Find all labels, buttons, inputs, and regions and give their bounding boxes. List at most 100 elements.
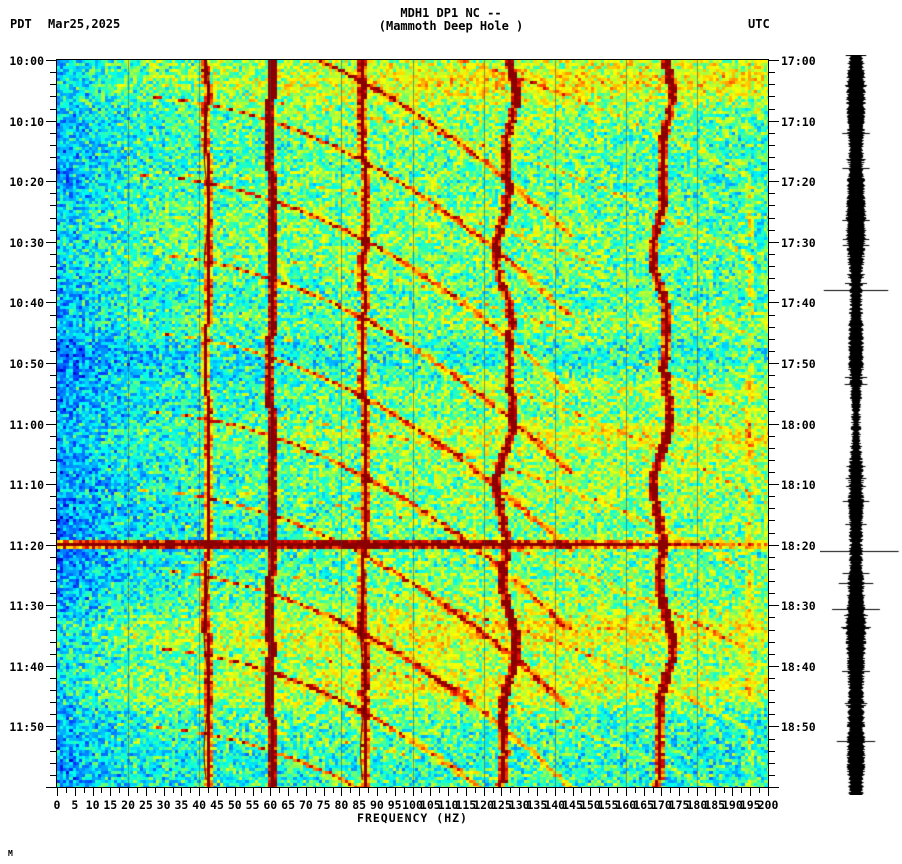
freq-tick-minor [66,787,67,793]
time-tick-major-left [46,545,57,546]
time-tick-minor-left [50,339,57,340]
time-tick-minor-right [768,690,775,691]
time-tick-major-right [768,242,779,243]
time-tick-major-left [46,121,57,122]
freq-tick-major [466,787,467,796]
time-label-utc: 17:00 [781,54,816,68]
freq-tick-major [57,787,58,796]
time-tick-minor-right [768,411,775,412]
freq-tick-major [555,787,556,796]
time-tick-minor-left [50,411,57,412]
time-tick-minor-right [768,436,775,437]
timezone-right-label: UTC [748,17,770,31]
time-tick-minor-right [768,375,775,376]
time-tick-minor-left [50,751,57,752]
freq-label: 0 [54,798,61,812]
time-tick-minor-right [768,763,775,764]
freq-tick-minor [279,787,280,793]
freq-tick-minor [350,787,351,793]
freq-tick-major [626,787,627,796]
freq-tick-major [395,787,396,796]
freq-label: 65 [281,798,295,812]
freq-tick-major [288,787,289,796]
freq-tick-minor [688,787,689,793]
freq-tick-major [519,787,520,796]
freq-tick-major [377,787,378,796]
freq-label: 5 [71,798,78,812]
time-tick-minor-left [50,448,57,449]
freq-label: 60 [263,798,277,812]
time-tick-minor-left [50,218,57,219]
freq-tick-minor [137,787,138,793]
time-label-utc: 18:10 [781,478,816,492]
freq-label: 50 [228,798,242,812]
time-tick-minor-right [768,714,775,715]
freq-tick-major [732,787,733,796]
time-tick-minor-left [50,145,57,146]
freq-tick-minor [315,787,316,793]
time-label-utc: 17:30 [781,236,816,250]
time-tick-minor-right [768,327,775,328]
freq-tick-major [501,787,502,796]
helicorder-trace-panel[interactable] [820,55,902,795]
time-tick-minor-left [50,399,57,400]
time-label-pdt: 11:00 [9,418,44,432]
freq-label: 45 [210,798,224,812]
freq-tick-minor [421,787,422,793]
freq-tick-minor [653,787,654,793]
time-tick-minor-left [50,205,57,206]
freq-tick-minor [457,787,458,793]
time-label-pdt: 10:20 [9,175,44,189]
time-tick-minor-left [50,593,57,594]
time-tick-minor-left [50,278,57,279]
time-tick-minor-right [768,290,775,291]
time-tick-minor-left [50,508,57,509]
time-tick-minor-right [768,678,775,679]
time-tick-minor-right [768,399,775,400]
freq-tick-major [324,787,325,796]
freq-tick-minor [581,787,582,793]
time-tick-major-right [768,181,779,182]
time-tick-minor-left [50,739,57,740]
corner-mark: M [8,849,13,858]
freq-tick-major [270,787,271,796]
time-tick-minor-left [50,327,57,328]
spectrogram-plot[interactable] [57,60,768,787]
spectrogram-canvas[interactable] [57,60,768,787]
time-label-pdt: 10:40 [9,296,44,310]
time-tick-minor-left [50,690,57,691]
time-tick-minor-right [768,205,775,206]
freq-tick-major [768,787,769,796]
time-tick-minor-right [768,169,775,170]
freq-tick-minor [564,787,565,793]
time-tick-minor-right [768,254,775,255]
freq-tick-major [306,787,307,796]
time-tick-minor-left [50,387,57,388]
freq-tick-minor [244,787,245,793]
time-tick-minor-right [768,557,775,558]
time-tick-minor-right [768,569,775,570]
time-tick-minor-left [50,642,57,643]
time-tick-major-left [46,726,57,727]
time-label-pdt: 10:00 [9,54,44,68]
time-label-pdt: 11:40 [9,660,44,674]
time-tick-minor-right [768,702,775,703]
time-tick-minor-left [50,157,57,158]
time-tick-minor-left [50,436,57,437]
time-tick-minor-left [50,72,57,73]
time-tick-minor-left [50,702,57,703]
freq-label: 15 [103,798,117,812]
time-tick-minor-right [768,351,775,352]
freq-tick-major [217,787,218,796]
freq-tick-minor [261,787,262,793]
time-tick-major-left [46,605,57,606]
freq-tick-major [573,787,574,796]
freq-tick-major [413,787,414,796]
helicorder-trace-canvas[interactable] [820,55,902,795]
time-tick-minor-right [768,145,775,146]
time-tick-minor-right [768,581,775,582]
time-tick-minor-right [768,230,775,231]
time-tick-major-right [768,302,779,303]
freq-tick-minor [173,787,174,793]
freq-tick-minor [297,787,298,793]
